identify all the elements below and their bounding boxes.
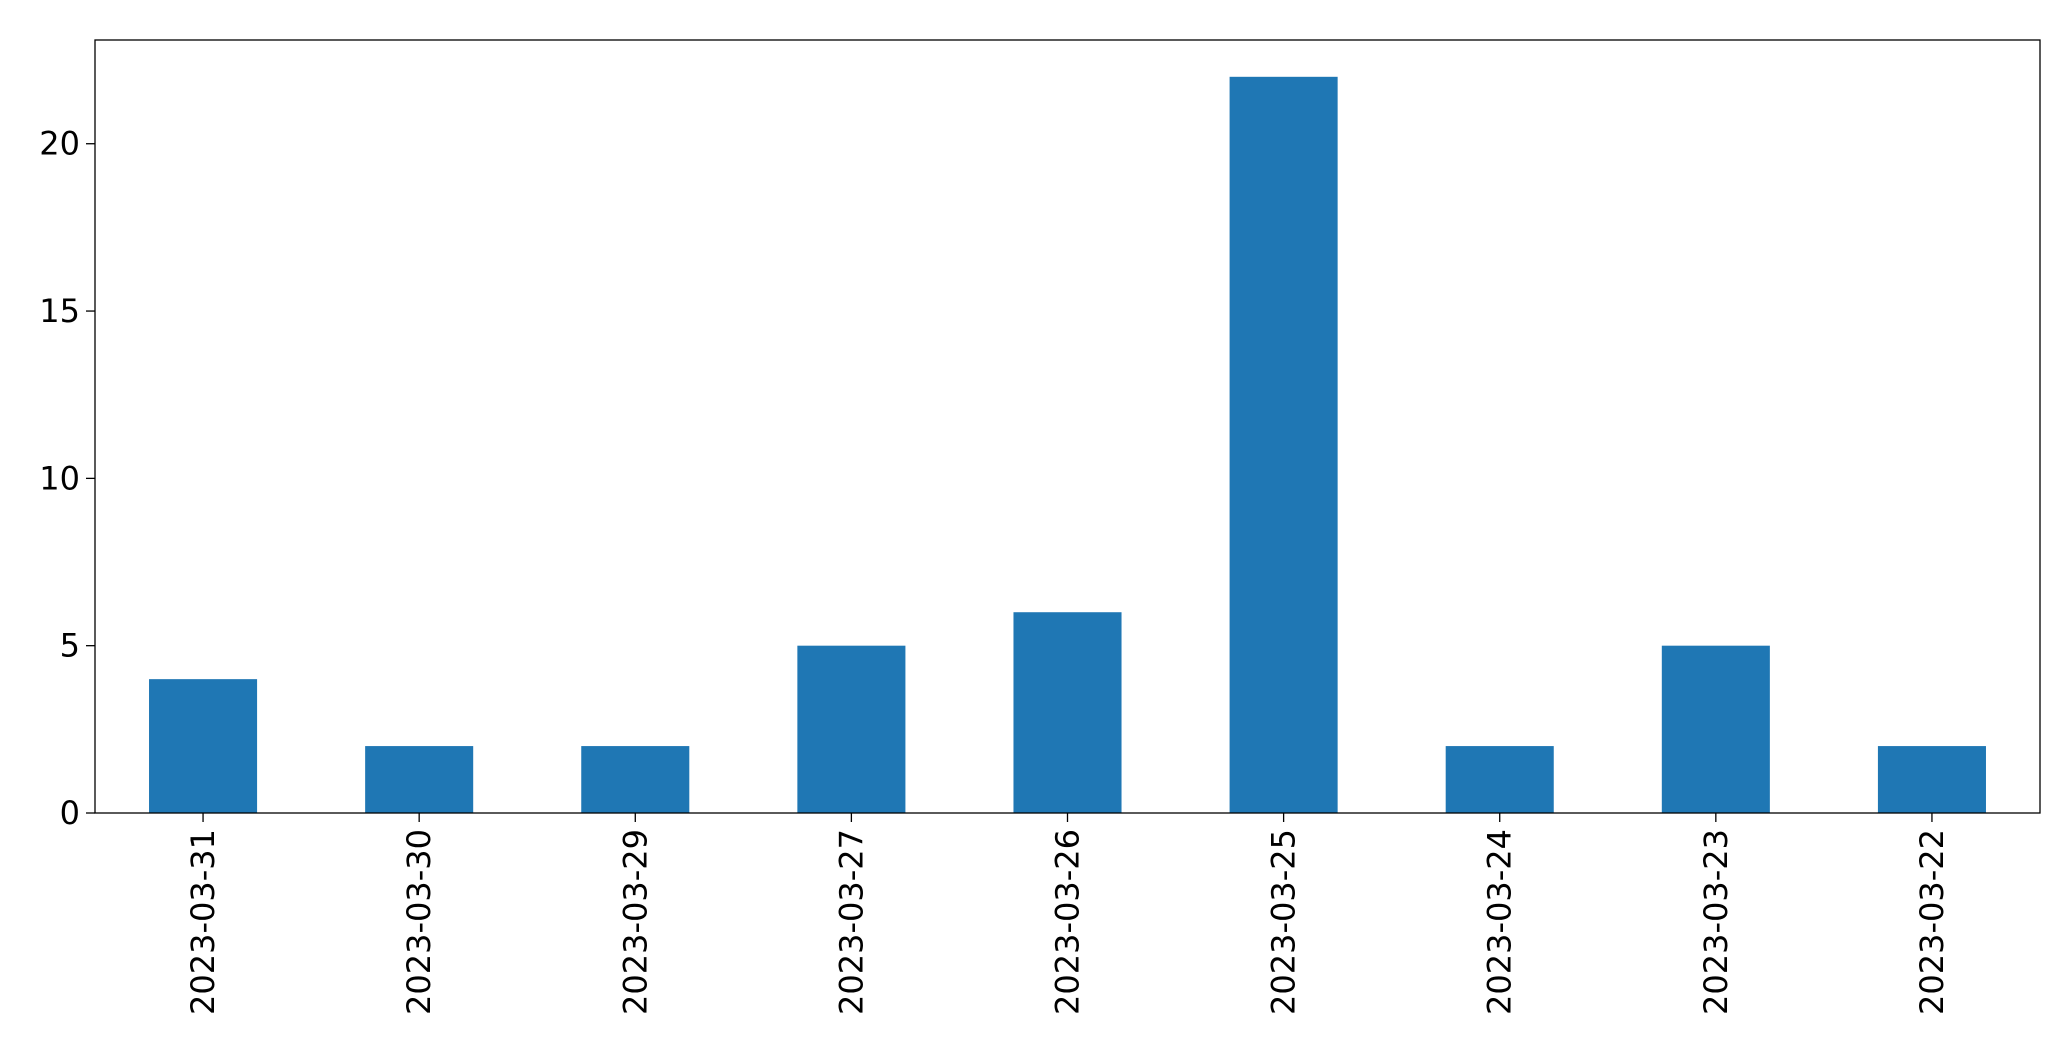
y-tick-label: 0 (60, 794, 80, 832)
bar-2023-03-23 (1661, 645, 1770, 813)
x-tick-label: 2023-03-30 (400, 829, 438, 1015)
x-tick-label: 2023-03-25 (1265, 829, 1303, 1015)
x-axis: 2023-03-31 2023-03-30 2023-03-29 2023-03-27… (184, 813, 1951, 1015)
y-tick-label: 10 (39, 459, 80, 497)
bar-2023-03-22 (1877, 746, 1986, 813)
y-tick-label: 5 (60, 627, 80, 665)
x-tick-label: 2023-03-22 (1913, 829, 1951, 1015)
bar-2023-03-25 (1229, 76, 1338, 814)
x-tick-label: 2023-03-27 (832, 829, 870, 1015)
y-axis: 0 5 10 15 20 (39, 125, 95, 832)
x-tick-label: 2023-03-26 (1049, 829, 1087, 1015)
x-tick-label: 2023-03-24 (1481, 829, 1519, 1015)
y-tick-label: 20 (39, 125, 80, 163)
x-tick-label: 2023-03-31 (184, 829, 222, 1015)
bar-2023-03-24 (1445, 746, 1554, 813)
x-tick-label: 2023-03-23 (1697, 829, 1735, 1015)
bar-2023-03-31 (149, 679, 258, 813)
bar-2023-03-26 (1013, 612, 1122, 813)
bar-2023-03-29 (581, 746, 690, 813)
bar-2023-03-30 (365, 746, 474, 813)
bars-group (149, 76, 1986, 814)
plot-frame (94, 39, 2041, 814)
bar-2023-03-27 (797, 645, 906, 813)
x-tick-label: 2023-03-29 (616, 829, 654, 1015)
y-tick-label: 15 (39, 292, 80, 330)
